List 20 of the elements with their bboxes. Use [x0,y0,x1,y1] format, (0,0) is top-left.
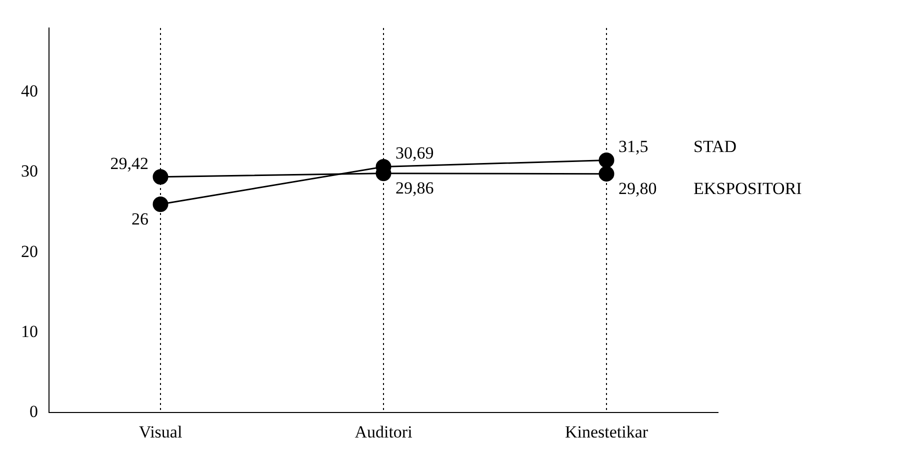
x-tick-label: Visual [138,422,182,442]
data-label: 29,80 [618,178,657,198]
y-tick-label: 0 [30,402,38,422]
data-label: 31,5 [618,137,648,156]
y-tick-label: 20 [21,242,38,261]
data-label: 30,69 [396,144,434,163]
point [598,152,614,168]
y-tick-label: 40 [21,82,38,101]
text: EKSPOSITORI [694,178,802,198]
x-tick-label: Kinestetikar [564,422,648,442]
point [152,169,168,185]
data-label: 29,86 [396,178,434,198]
x-tick-label: Auditori [354,422,413,442]
y-tick-label: 10 [21,322,38,341]
data-label: 29,42 [110,154,148,173]
data-label: 26 [132,209,148,228]
y-tick-label: 30 [21,162,38,181]
point [152,196,168,212]
point [598,166,614,182]
text: STAD [694,137,737,156]
